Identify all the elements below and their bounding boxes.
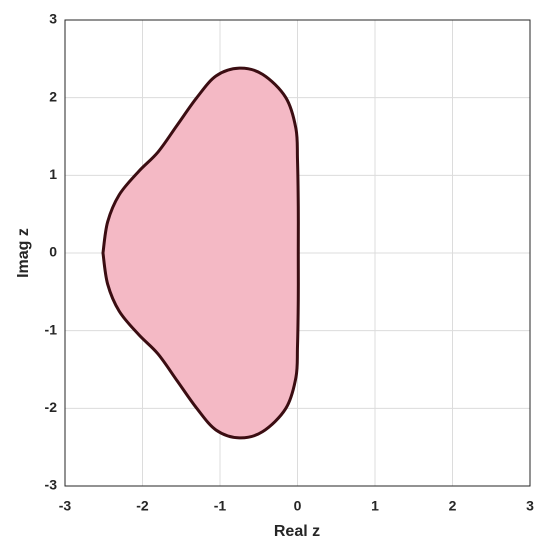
x-tick-label: -3 (59, 498, 72, 514)
y-tick-label: 2 (49, 88, 57, 104)
x-tick-label: -2 (136, 498, 149, 514)
y-tick-label: -2 (45, 399, 58, 415)
y-tick-label: -1 (45, 321, 58, 337)
y-tick-label: 0 (49, 244, 57, 260)
plot-frame (64, 19, 531, 487)
x-tick-label: 3 (526, 498, 534, 514)
y-tick-label: 3 (49, 11, 57, 27)
x-tick-label: -1 (214, 498, 227, 514)
y-tick-label: 1 (49, 166, 57, 182)
x-tick-label: 2 (449, 498, 457, 514)
x-tick-label: 0 (294, 498, 302, 514)
y-axis-label: Imag z (15, 228, 32, 278)
x-axis-label: Real z (274, 523, 320, 540)
x-tick-label: 1 (371, 498, 379, 514)
area (101, 66, 300, 440)
y-tick-label: -3 (45, 477, 58, 493)
